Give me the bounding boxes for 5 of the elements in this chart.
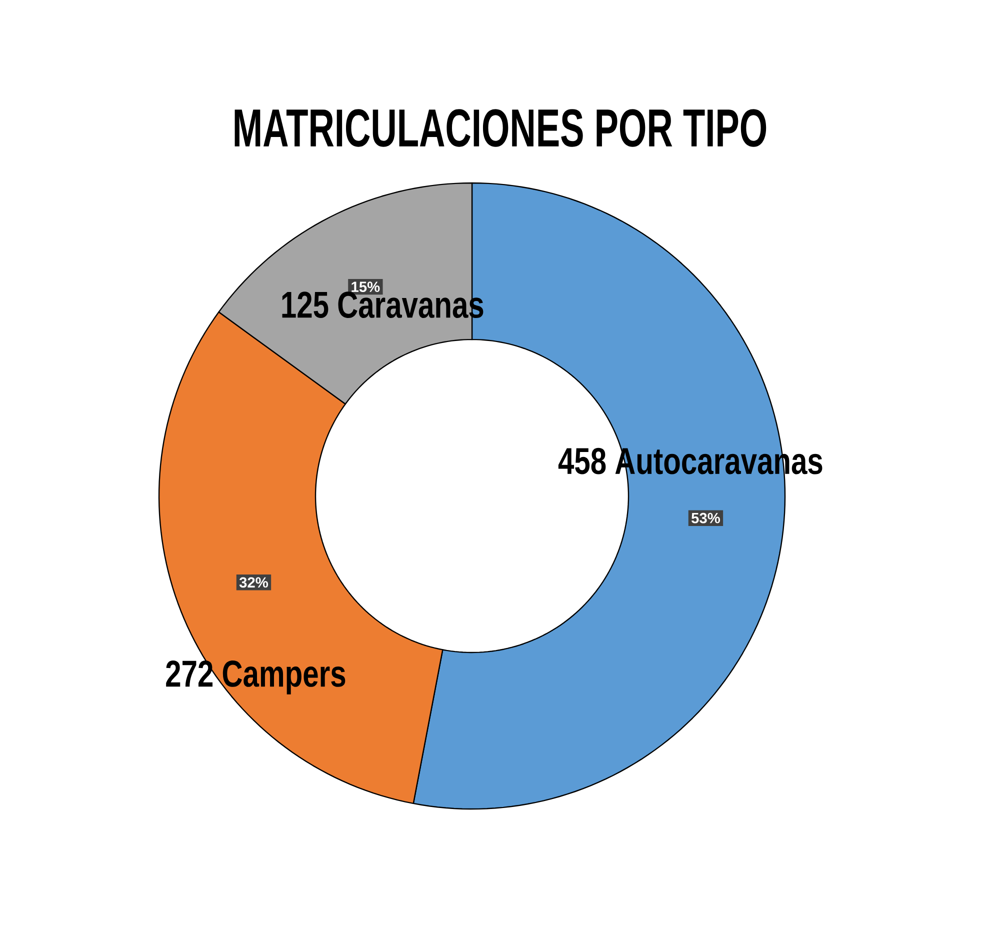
data-label: 15%: [352, 282, 380, 292]
data-label: 32%: [239, 577, 268, 588]
chart-title: MATRICULACIONES POR TIPO: [234, 109, 766, 147]
data-label: 53%: [692, 512, 720, 524]
slice-label: 272 Campers: [166, 660, 346, 694]
